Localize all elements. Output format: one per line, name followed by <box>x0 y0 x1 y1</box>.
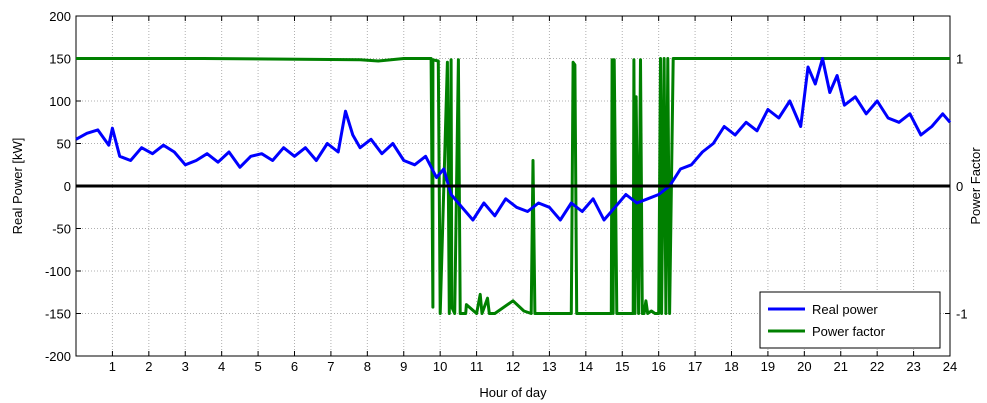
x-tick-label: 15 <box>615 359 629 374</box>
x-tick-label: 6 <box>291 359 298 374</box>
x-tick-label: 24 <box>943 359 957 374</box>
y-tick-label: -200 <box>45 349 71 364</box>
y-tick-label: -100 <box>45 264 71 279</box>
x-tick-label: 3 <box>182 359 189 374</box>
x-tick-label: 11 <box>470 359 484 374</box>
x-tick-label: 5 <box>254 359 261 374</box>
x-tick-label: 14 <box>579 359 593 374</box>
x-tick-label: 16 <box>651 359 665 374</box>
x-tick-label: 17 <box>688 359 702 374</box>
y-tick-label: 100 <box>49 94 71 109</box>
y2-tick-label: 1 <box>956 51 963 66</box>
x-tick-label: 8 <box>364 359 371 374</box>
y2-axis-title: Power Factor <box>968 147 983 225</box>
x-tick-label: 9 <box>400 359 407 374</box>
x-tick-label: 20 <box>797 359 811 374</box>
x-tick-label: 23 <box>906 359 920 374</box>
y-tick-label: 150 <box>49 52 71 67</box>
x-tick-label: 13 <box>542 359 556 374</box>
legend-box <box>760 292 940 348</box>
y2-tick-label: -1 <box>956 307 968 322</box>
x-tick-label: 4 <box>218 359 225 374</box>
x-tick-label: 21 <box>834 359 848 374</box>
y-tick-label: 200 <box>49 9 71 24</box>
x-axis-title: Hour of day <box>479 385 547 400</box>
y2-tick-label: 0 <box>956 179 963 194</box>
x-tick-label: 10 <box>433 359 447 374</box>
x-tick-label: 22 <box>870 359 884 374</box>
legend-label-real-power: Real power <box>812 302 878 317</box>
x-tick-label: 2 <box>145 359 152 374</box>
legend-label-power-factor: Power factor <box>812 324 886 339</box>
x-tick-label: 7 <box>327 359 334 374</box>
x-tick-label: 12 <box>506 359 520 374</box>
y-tick-label: 50 <box>57 137 71 152</box>
y-axis-title: Real Power [kW] <box>10 138 25 235</box>
y-tick-label: -150 <box>45 307 71 322</box>
y-tick-label: 0 <box>64 179 71 194</box>
x-tick-label: 1 <box>109 359 116 374</box>
x-tick-label: 19 <box>761 359 775 374</box>
y-tick-label: -50 <box>52 222 71 237</box>
x-tick-label: 18 <box>724 359 738 374</box>
legend: Real power Power factor <box>760 292 940 348</box>
